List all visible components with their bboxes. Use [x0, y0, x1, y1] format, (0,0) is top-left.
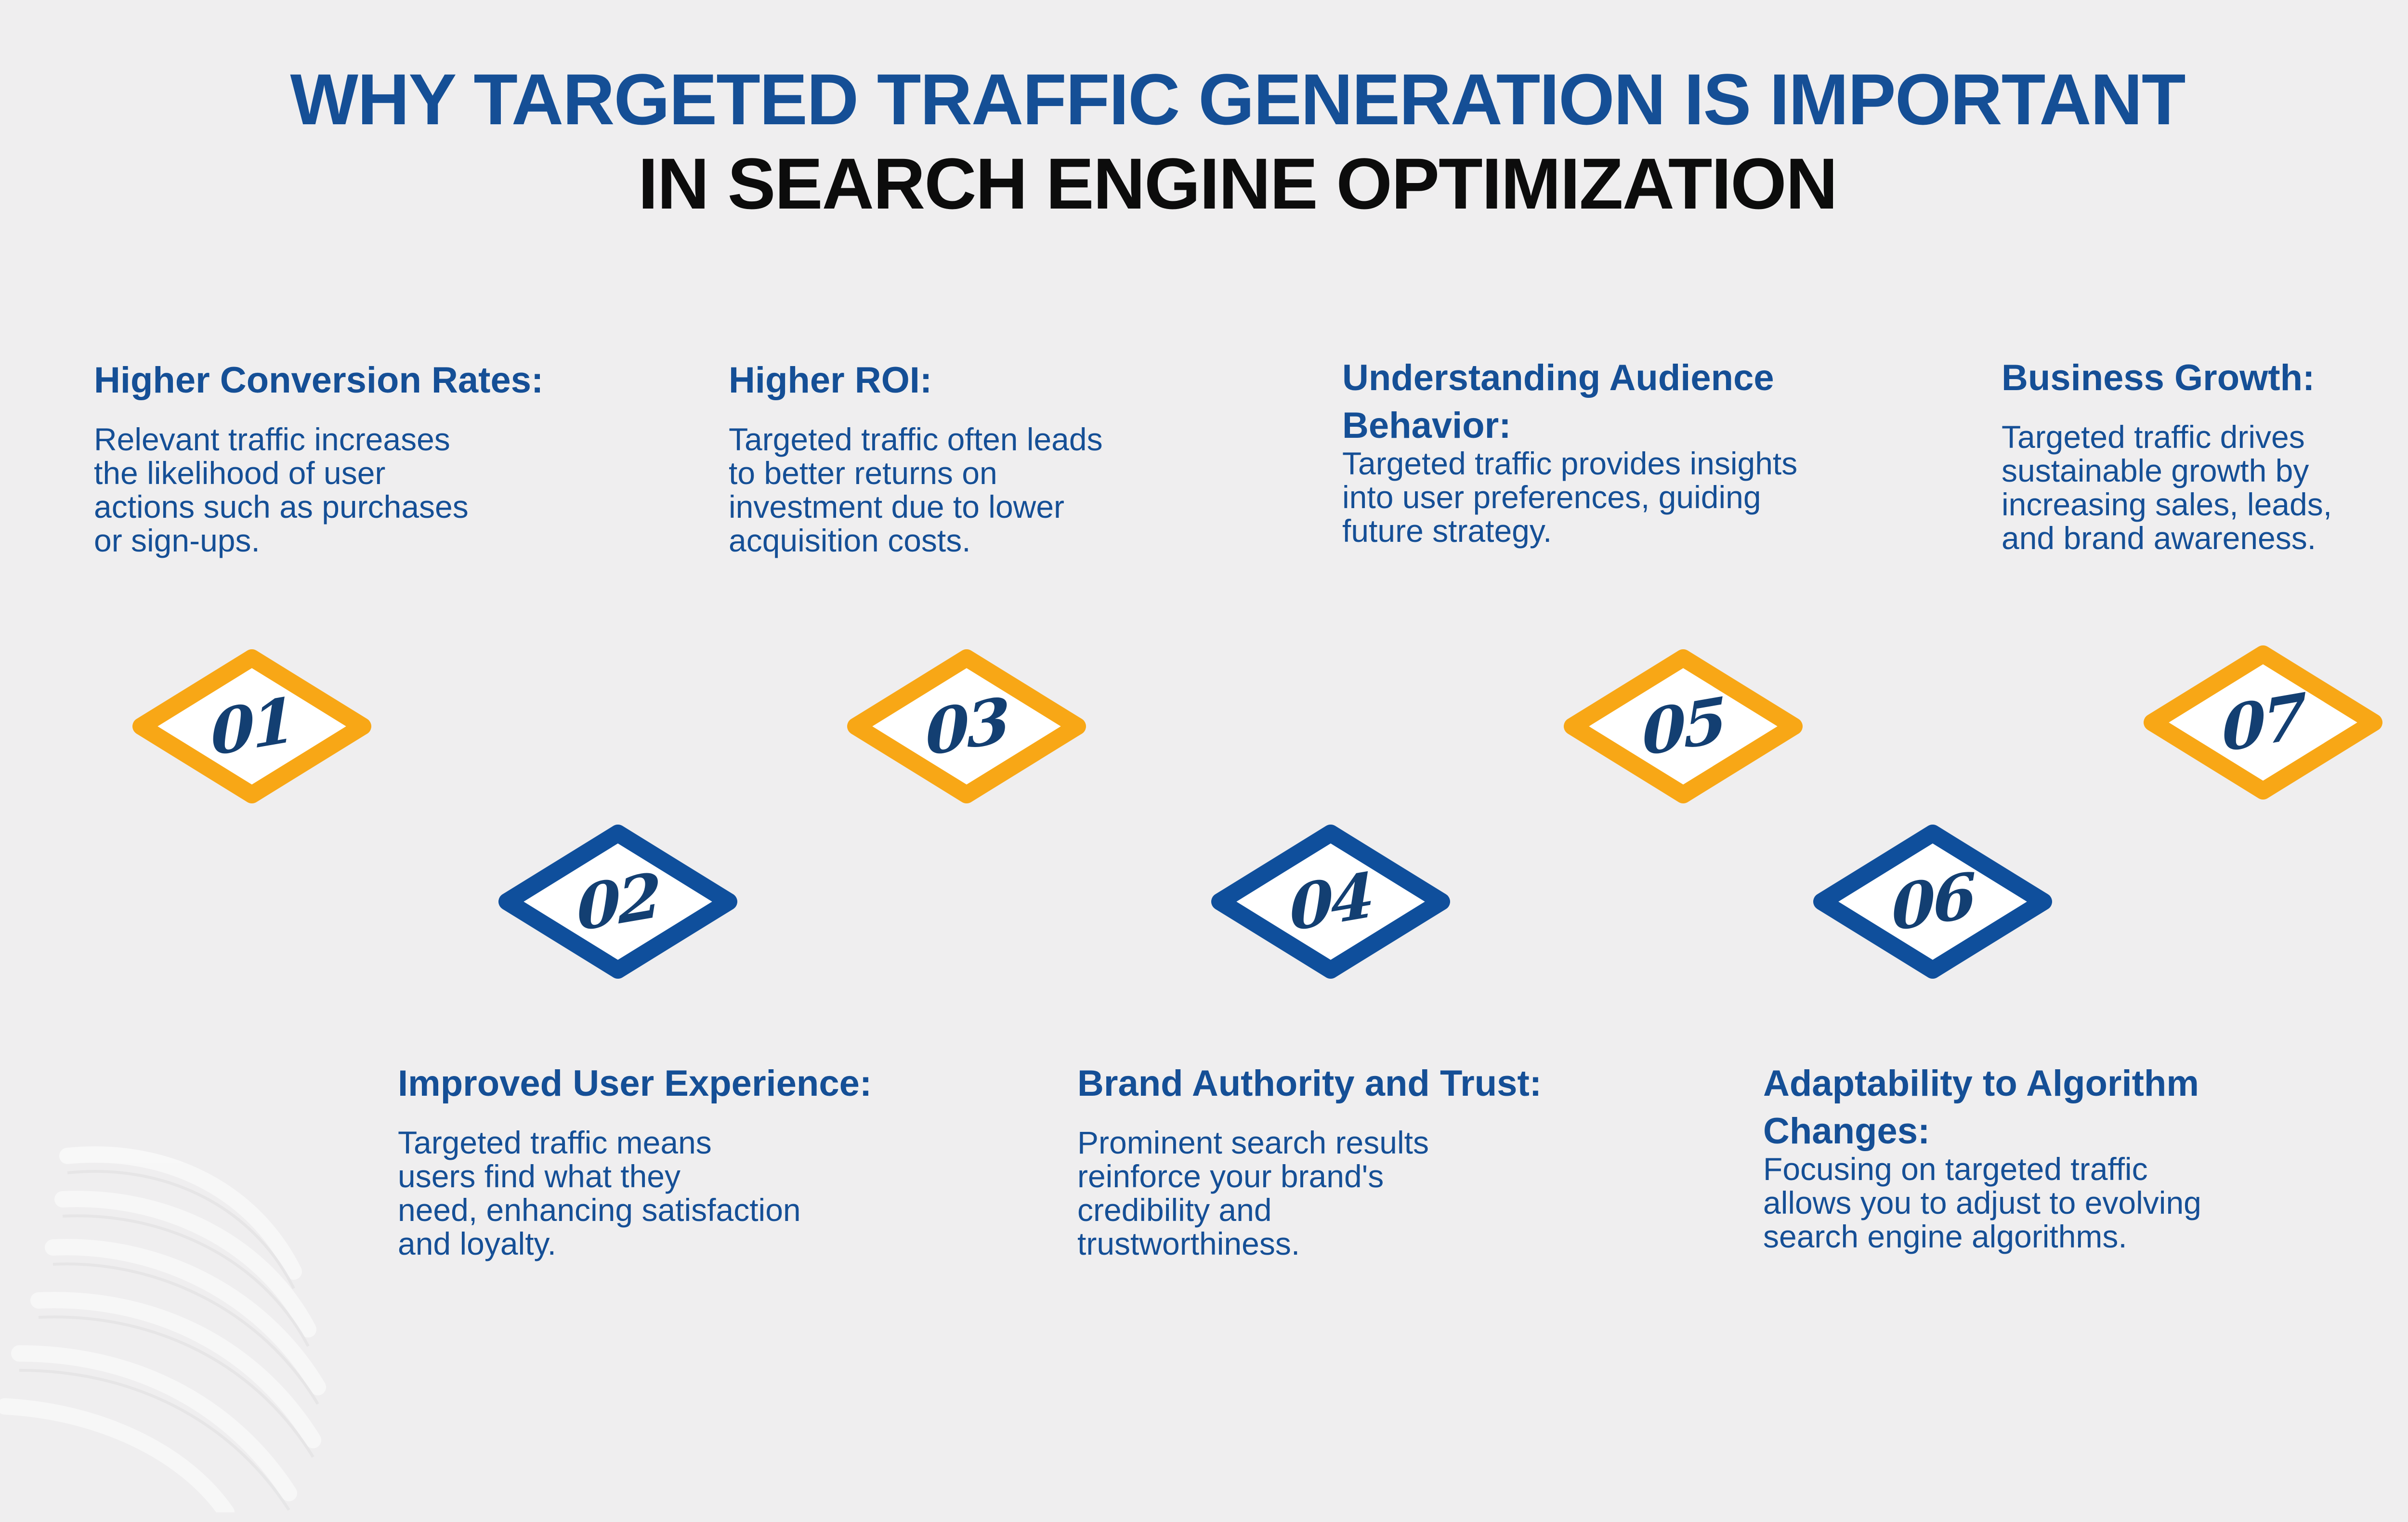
step-heading: Business Growth:	[2002, 357, 2315, 398]
step-06-text: Adaptability to Algorithm Changes: Focus…	[1763, 1060, 2341, 1253]
step-05-badge: 05	[1563, 649, 1804, 803]
diamond-badge-icon	[1564, 649, 1803, 803]
diamond-badge-icon	[1211, 825, 1450, 979]
step-heading: Higher ROI:	[729, 360, 932, 401]
step-description: Relevant traffic increases the likelihoo…	[94, 421, 469, 558]
diamond-badge-icon	[132, 649, 371, 803]
step-description: Focusing on targeted traffic allows you …	[1763, 1151, 2201, 1254]
step-02-badge: 02	[497, 825, 738, 979]
step-heading: Improved User Experience:	[398, 1063, 872, 1104]
step-heading: Adaptability to Algorithm Changes:	[1763, 1063, 2199, 1152]
step-description: Targeted traffic provides insights into …	[1342, 446, 1798, 549]
diamond-badge-icon	[2144, 645, 2382, 800]
step-03-text: Higher ROI: Targeted traffic often leads…	[729, 356, 1283, 557]
step-description: Targeted traffic drives sustainable grow…	[2002, 419, 2332, 556]
step-heading: Understanding Audience Behavior:	[1342, 357, 1774, 446]
diamond-badge-icon	[1813, 825, 2052, 979]
step-04-text: Brand Authority and Trust: Prominent sea…	[1077, 1060, 1655, 1260]
step-05-text: Understanding Audience Behavior: Targete…	[1342, 354, 1896, 548]
title-line-1: WHY TARGETED TRAFFIC GENERATION IS IMPOR…	[290, 59, 2186, 140]
diamond-badge-icon	[498, 825, 737, 979]
step-06-badge: 06	[1812, 825, 2053, 979]
step-07-text: Business Growth: Targeted traffic drives…	[2002, 354, 2408, 555]
diamond-badge-icon	[847, 649, 1086, 803]
step-heading: Brand Authority and Trust:	[1077, 1063, 1542, 1104]
step-description: Targeted traffic means users find what t…	[398, 1125, 801, 1261]
step-02-text: Improved User Experience: Targeted traff…	[398, 1060, 976, 1260]
step-07-badge: 07	[2143, 645, 2383, 800]
step-03-badge: 03	[846, 649, 1087, 803]
step-description: Prominent search results reinforce your …	[1077, 1125, 1429, 1261]
step-description: Targeted traffic often leads to better r…	[729, 421, 1103, 558]
title-line-2: IN SEARCH ENGINE OPTIMIZATION	[638, 143, 1838, 224]
step-04-badge: 04	[1210, 825, 1451, 979]
step-01-text: Higher Conversion Rates: Relevant traffi…	[94, 356, 648, 557]
step-01-badge: 01	[131, 649, 372, 803]
globe-watermark-icon	[0, 1146, 326, 1512]
step-heading: Higher Conversion Rates:	[94, 360, 544, 401]
